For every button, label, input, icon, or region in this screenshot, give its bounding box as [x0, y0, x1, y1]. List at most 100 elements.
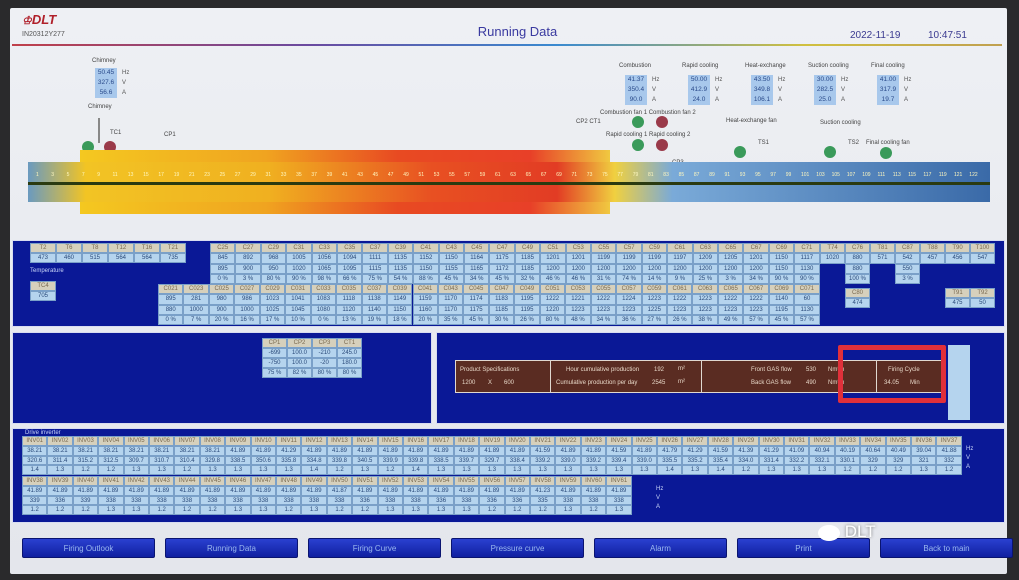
- zone-cell-value: 1195: [514, 294, 540, 305]
- combustion-fan-label: Combustion fan 1 Combustion fan 2: [600, 110, 696, 116]
- zone-cell-label: C87: [895, 243, 920, 254]
- inverter-cell-value: 41.89: [555, 445, 581, 456]
- fan-readout-unit: Hz: [652, 77, 660, 83]
- inverter-cell-value: 339.0: [631, 455, 657, 466]
- inverter-cell-value: 1.3: [758, 465, 784, 476]
- inverter-cell-value: 1.2: [174, 465, 200, 476]
- inverter-cell-value: 41.89: [22, 485, 48, 496]
- kiln-zone-number: 53: [433, 172, 440, 178]
- temp-cell-value: 735: [160, 253, 186, 263]
- inverter-cell-label: INV34: [860, 436, 886, 446]
- fan-label: Final cooling: [871, 63, 905, 69]
- ts2-label: TS2: [848, 140, 860, 146]
- inverter-cell-label: INV04: [98, 436, 124, 446]
- spec-x: X: [488, 380, 493, 386]
- inverter-cell-value: 336: [47, 495, 73, 506]
- inverter-cell-value: 1.3: [149, 465, 175, 476]
- inverter-cell-value: 41.89: [377, 485, 403, 496]
- inverter-cell-label: INV28: [707, 436, 734, 446]
- production-summary: Product Specifications 1200 X 600 Hour c…: [455, 360, 943, 393]
- zone-cell-label: C069: [768, 284, 795, 295]
- kiln-zone-number: 99: [785, 172, 792, 178]
- inverter-cell-value: 41.89: [174, 485, 200, 496]
- temp-cell-label: C80: [845, 288, 870, 298]
- zone-cell-value: 14 %: [641, 273, 668, 285]
- inverter-cell-value: 41.89: [479, 485, 505, 496]
- zone-cell-value: 60: [794, 294, 820, 305]
- zone-cell-value: 74 %: [616, 273, 642, 285]
- inverter-cell-value: 41.89: [555, 485, 581, 496]
- zone-cell-label: C76: [845, 243, 870, 254]
- zone-cell-value: 1080: [310, 304, 337, 315]
- inverter-cell-value: 1.3: [428, 505, 454, 516]
- fan-readout-unit: A: [841, 97, 846, 103]
- zone-cell-value: 980: [208, 294, 235, 305]
- fan-readout-hz: 50.00: [688, 75, 710, 85]
- zone-cell-value: 1150: [768, 253, 795, 264]
- inverter-cell-value: 312.5: [98, 455, 124, 466]
- inverter-cell-value: 1.2: [860, 465, 886, 476]
- kiln-zone-number: 63: [510, 172, 516, 178]
- zone-cell-value: 45 %: [768, 314, 795, 326]
- inverter-cell-label: INV24: [606, 436, 632, 446]
- zone-cell-value: 1200: [591, 263, 617, 274]
- inverter-cell-label: INV20: [504, 436, 530, 446]
- inverter-cell-value: 39.04: [911, 445, 937, 456]
- inverter-cell-value: 340.5: [352, 455, 378, 466]
- wechat-icon: [818, 524, 840, 541]
- zone-cell-value: 950: [260, 263, 287, 274]
- inverter-cell-value: 1.3: [809, 465, 835, 476]
- nav-button-pressure-curve[interactable]: Pressure curve: [451, 538, 584, 558]
- logo-text: DLT: [31, 12, 57, 27]
- chimney-unit: A: [122, 90, 127, 96]
- zone-cell-value: 457: [920, 253, 945, 264]
- kiln-zone-number: 41: [342, 172, 348, 178]
- zone-cell-value: 90 %: [286, 273, 312, 285]
- inverter-cell-value: 334.8: [301, 455, 327, 466]
- inverter-cell-value: 338: [250, 495, 276, 506]
- inverter-cell-value: 38.21: [174, 445, 200, 456]
- zone-cell-value: 1083: [310, 294, 337, 305]
- inverter-cell-value: 336: [428, 495, 454, 506]
- nav-button-firing-curve[interactable]: Firing Curve: [308, 538, 441, 558]
- zone-cell-value: 19 %: [361, 314, 388, 326]
- kiln-zone-number: 23: [204, 172, 210, 178]
- zone-cell-value: 80 %: [539, 314, 566, 326]
- inverter-cell-value: 1.2: [47, 505, 73, 516]
- inverter-cell-value: 41.09: [784, 445, 810, 456]
- watermark-brand: DLT: [844, 522, 876, 541]
- inverter-cell-value: 41.89: [149, 485, 175, 496]
- nav-button-back-to-main[interactable]: Back to main: [880, 538, 1013, 558]
- inverter-cell-label: INV01: [22, 436, 48, 446]
- fan-label: Combustion: [619, 63, 652, 69]
- zone-cell-value: 13 %: [336, 314, 362, 326]
- chimney-fan-label: Chimney: [88, 104, 112, 110]
- inverter-cell-value: 1.3: [225, 505, 251, 516]
- inverter-cell-value: 1.2: [98, 465, 124, 476]
- fan-readout-unit: A: [904, 97, 909, 103]
- zone-cell-label: C45: [464, 243, 490, 254]
- pressure-cell-label: CP3: [312, 338, 337, 348]
- temp-cell-label: T6: [56, 243, 82, 253]
- inverter-cell-label: INV45: [199, 476, 226, 486]
- zone-cell-value: 1222: [539, 294, 566, 305]
- zone-cell-value: 1199: [616, 253, 642, 264]
- inverter-cell-value: 1.2: [72, 505, 99, 516]
- nav-button-firing-outlook[interactable]: Firing Outlook: [22, 538, 155, 558]
- day-production-value: 2545: [652, 380, 666, 386]
- zone-cell-label: C43: [438, 243, 464, 254]
- kiln-zone-number: 122: [969, 172, 978, 178]
- zone-cell-value: 1159: [412, 294, 438, 305]
- zone-cell-value: 1170: [437, 294, 464, 305]
- zone-cell-value: 49 %: [717, 314, 744, 326]
- temp-cell-label: T21: [160, 243, 186, 253]
- nav-button-running-data[interactable]: Running Data: [165, 538, 298, 558]
- inverter-cell-label: INV58: [530, 476, 556, 486]
- inverter-cell-value: 41.89: [403, 485, 429, 496]
- zone-cell-value: 1195: [514, 304, 540, 315]
- zone-cell-label: C35: [337, 243, 363, 254]
- zone-cell-value: 1185: [514, 253, 541, 264]
- nav-button-alarm[interactable]: Alarm: [594, 538, 727, 558]
- nav-button-print[interactable]: Print: [737, 538, 870, 558]
- inverter-cell-value: 336: [504, 495, 530, 506]
